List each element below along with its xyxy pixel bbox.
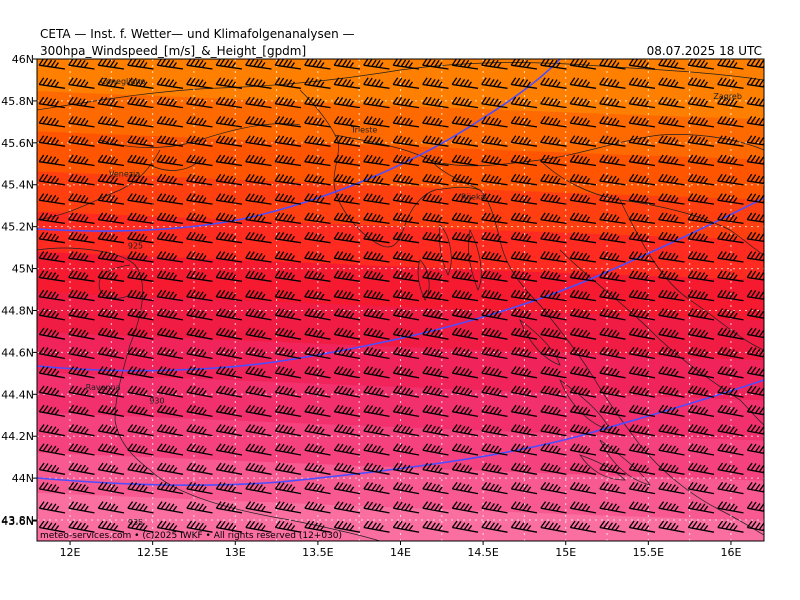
copyright-notice: meteo-services.com • (c)2025 IWKF • All …: [40, 531, 342, 541]
lat-label: 44.6N: [1, 346, 34, 359]
lon-label: 12E: [60, 546, 81, 559]
lat-label: 44.2N: [1, 430, 34, 443]
lon-label: 14.5E: [467, 546, 498, 559]
lon-label: 15E: [555, 546, 576, 559]
lat-label: 44.8N: [1, 304, 34, 317]
lat-label: 44.4N: [1, 388, 34, 401]
lat-label: 45N: [12, 263, 34, 276]
city-conegliano: Conegliano: [100, 77, 145, 86]
lat-label: 44N: [12, 472, 34, 485]
city-ravenna: Ravenna: [86, 383, 121, 392]
longitude-axis: 12E 12.5E 13E 13.5E 14E 14.5E 15E 15.5E 16E: [60, 541, 741, 559]
lon-label: 13.5E: [302, 546, 333, 559]
valid-time: 08.07.2025 18 UTC: [646, 44, 762, 58]
lon-label: 13E: [225, 546, 246, 559]
height-contour-925: [37, 59, 561, 232]
lat-label: 45.4N: [1, 179, 34, 192]
lat-label: 46N: [12, 53, 34, 66]
city-zagreb: Zagreb: [713, 92, 742, 101]
contour-label: 925: [128, 242, 143, 251]
city-labels: Conegliano Venezia Trieste Rijeka Zagreb Rave…: [86, 77, 742, 392]
lat-label: 43.6N: [1, 515, 34, 528]
city-venezia: Venezia: [109, 169, 140, 178]
city-trieste: Trieste: [350, 125, 377, 134]
lon-label: 16E: [720, 546, 741, 559]
parameter-title: 300hpa_Windspeed_[m/s]_&_Height_[gpdm]: [40, 44, 307, 58]
lon-label: 12.5E: [137, 546, 168, 559]
lat-label: 43.8N: [1, 514, 34, 527]
lon-label: 14E: [390, 546, 411, 559]
model-title: CETA — Inst. f. Wetter— und Klimafolgena…: [40, 27, 355, 41]
height-contour-935: [37, 379, 764, 487]
latitude-axis: 46N 45.8N 45.6N 45.4N 45.2N 45N 44.8N 44.6N 44.4…: [1, 53, 37, 528]
contour-label: 930: [149, 397, 164, 406]
lat-label: 45.2N: [1, 221, 34, 234]
lat-label: 45.6N: [1, 137, 34, 150]
lat-label: 45.8N: [1, 95, 34, 108]
city-rijeka: Rijeka: [461, 192, 485, 201]
lon-label: 15.5E: [633, 546, 664, 559]
